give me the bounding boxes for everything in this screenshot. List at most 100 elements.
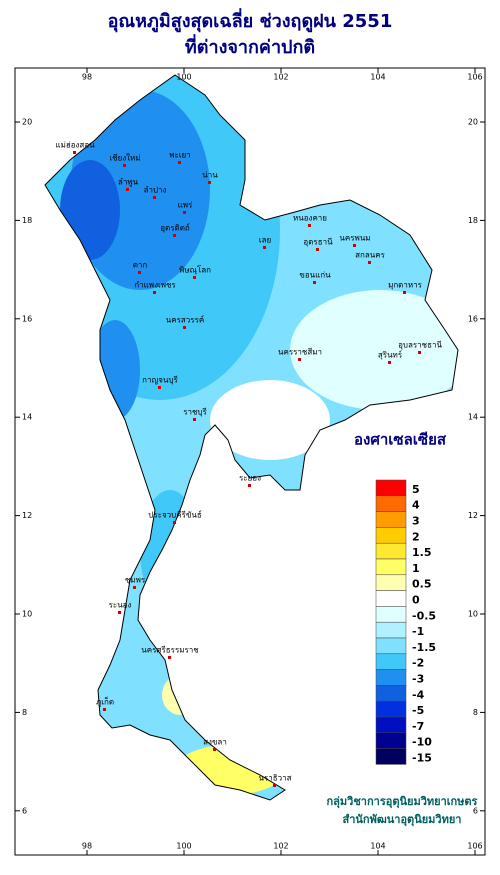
lat-tick-label: 8 bbox=[22, 708, 27, 717]
province-label: นราธิวาส bbox=[258, 774, 291, 783]
lon-tick-label: 98 bbox=[82, 73, 92, 82]
country-border bbox=[44, 74, 459, 801]
province-label: ลำพูน bbox=[118, 178, 139, 188]
lat-tick-label: 6 bbox=[473, 806, 478, 815]
legend-swatch bbox=[375, 542, 407, 560]
province-label: อุบลราชธานี bbox=[398, 341, 442, 350]
legend-label: 3 bbox=[412, 515, 420, 528]
province-label: สงขลา bbox=[203, 738, 227, 747]
province-label: แม่ฮ่องสอน bbox=[55, 141, 95, 150]
province-label: นครสวรรค์ bbox=[166, 315, 204, 325]
legend-swatch bbox=[375, 511, 407, 528]
lon-tick-label: 102 bbox=[273, 842, 288, 851]
station-dot bbox=[313, 281, 316, 284]
legend-label: 5 bbox=[412, 483, 420, 496]
lat-tick-label: 10 bbox=[22, 610, 32, 619]
legend-swatch bbox=[375, 685, 407, 702]
station-dot bbox=[368, 261, 371, 264]
station-dot bbox=[178, 161, 181, 164]
station-dot bbox=[158, 386, 161, 389]
lat-tick-label: 20 bbox=[22, 118, 32, 127]
legend-swatch bbox=[375, 590, 407, 607]
station-dot bbox=[133, 586, 136, 589]
legend-swatch bbox=[375, 606, 407, 623]
province-label: ตาก bbox=[133, 261, 148, 270]
station-dot bbox=[213, 748, 216, 751]
station-dot bbox=[273, 784, 276, 787]
legend-label: -0.5 bbox=[412, 609, 436, 622]
legend-label: 4 bbox=[412, 499, 420, 512]
province-label: ระนอง bbox=[109, 601, 132, 610]
legend-label: -15 bbox=[412, 752, 432, 765]
legend-swatch bbox=[375, 748, 407, 765]
province-label: มุกดาหาร bbox=[388, 281, 423, 290]
lon-tick-label: 102 bbox=[273, 73, 288, 82]
legend-label: 2 bbox=[412, 530, 420, 543]
station-dot bbox=[183, 211, 186, 214]
province-label: ประจวบคีรีขันธ์ bbox=[148, 510, 202, 520]
province-label: ชุมพร bbox=[125, 576, 146, 585]
province-label: พิษณุโลก bbox=[179, 265, 211, 275]
legend-swatch bbox=[375, 700, 407, 718]
map-title: อุณหภูมิสูงสุดเฉลี่ย ช่วงฤดูฝน 2551 bbox=[108, 8, 393, 33]
lat-tick-label: 20 bbox=[468, 118, 478, 127]
legend-swatch bbox=[375, 732, 407, 749]
station-dot bbox=[138, 271, 141, 274]
legend-title: องศาเซลเซียส bbox=[354, 431, 447, 449]
legend-label: -3 bbox=[412, 673, 424, 686]
station-dot bbox=[403, 291, 406, 294]
legend-label: 1.5 bbox=[412, 546, 432, 559]
station-dot bbox=[263, 246, 266, 249]
station-dot bbox=[153, 196, 156, 199]
station-dot bbox=[173, 234, 176, 237]
lon-tick-label: 106 bbox=[467, 73, 482, 82]
province-label: ระยอง bbox=[239, 474, 261, 483]
legend-label: -10 bbox=[412, 736, 432, 749]
legend-swatch bbox=[375, 527, 407, 544]
province-label: สุรินทร์ bbox=[378, 350, 403, 360]
legend-swatch bbox=[375, 495, 407, 512]
credit-line: กลุ่มวิชาการอุตุนิยมวิทยาเกษตร bbox=[327, 795, 478, 809]
legend-label: -4 bbox=[412, 688, 425, 701]
lat-tick-label: 14 bbox=[22, 413, 32, 422]
station-dot bbox=[118, 611, 121, 614]
lon-tick-label: 104 bbox=[370, 842, 385, 851]
credit-line: สำนักพัฒนาอุตุนิยมวิทยา bbox=[343, 813, 462, 827]
station-dot bbox=[308, 224, 311, 227]
province-label: ราชบุรี bbox=[183, 408, 207, 417]
province-label: เชียงใหม่ bbox=[109, 154, 140, 163]
province-label: กำแพงเพชร bbox=[134, 281, 176, 290]
lat-tick-label: 16 bbox=[468, 314, 478, 323]
province-label: อุตรดิตถ์ bbox=[160, 223, 190, 233]
legend-label: -5 bbox=[412, 704, 424, 717]
legend-swatch bbox=[375, 653, 407, 670]
legend-swatch bbox=[375, 669, 407, 686]
lat-tick-label: 12 bbox=[22, 511, 32, 520]
legend-swatch bbox=[375, 558, 407, 576]
lat-tick-label: 14 bbox=[468, 413, 478, 422]
station-dot bbox=[183, 326, 186, 329]
station-dot bbox=[168, 656, 171, 659]
lat-tick-label: 18 bbox=[22, 216, 32, 225]
lat-tick-label: 16 bbox=[22, 314, 32, 323]
province-label: น่าน bbox=[202, 171, 218, 180]
lon-tick-label: 100 bbox=[176, 73, 191, 82]
station-dot bbox=[173, 521, 176, 524]
legend-label: 0.5 bbox=[412, 578, 432, 591]
legend-label: -7 bbox=[412, 720, 424, 733]
station-dot bbox=[103, 708, 106, 711]
station-dot bbox=[73, 151, 76, 154]
station-dot bbox=[123, 164, 126, 167]
station-dot bbox=[153, 291, 156, 294]
station-dot bbox=[193, 418, 196, 421]
province-label: นครพนม bbox=[339, 234, 370, 243]
station-dot bbox=[126, 188, 129, 191]
station-dot bbox=[316, 248, 319, 251]
legend-swatch bbox=[375, 621, 407, 639]
legend-swatch bbox=[375, 637, 407, 655]
legend-swatch bbox=[375, 479, 407, 497]
station-dot bbox=[208, 181, 211, 184]
province-label: นครศรีธรรมราช bbox=[141, 646, 199, 655]
legend-label: 1 bbox=[412, 562, 420, 575]
province-label: ขอนแก่น bbox=[299, 271, 331, 280]
